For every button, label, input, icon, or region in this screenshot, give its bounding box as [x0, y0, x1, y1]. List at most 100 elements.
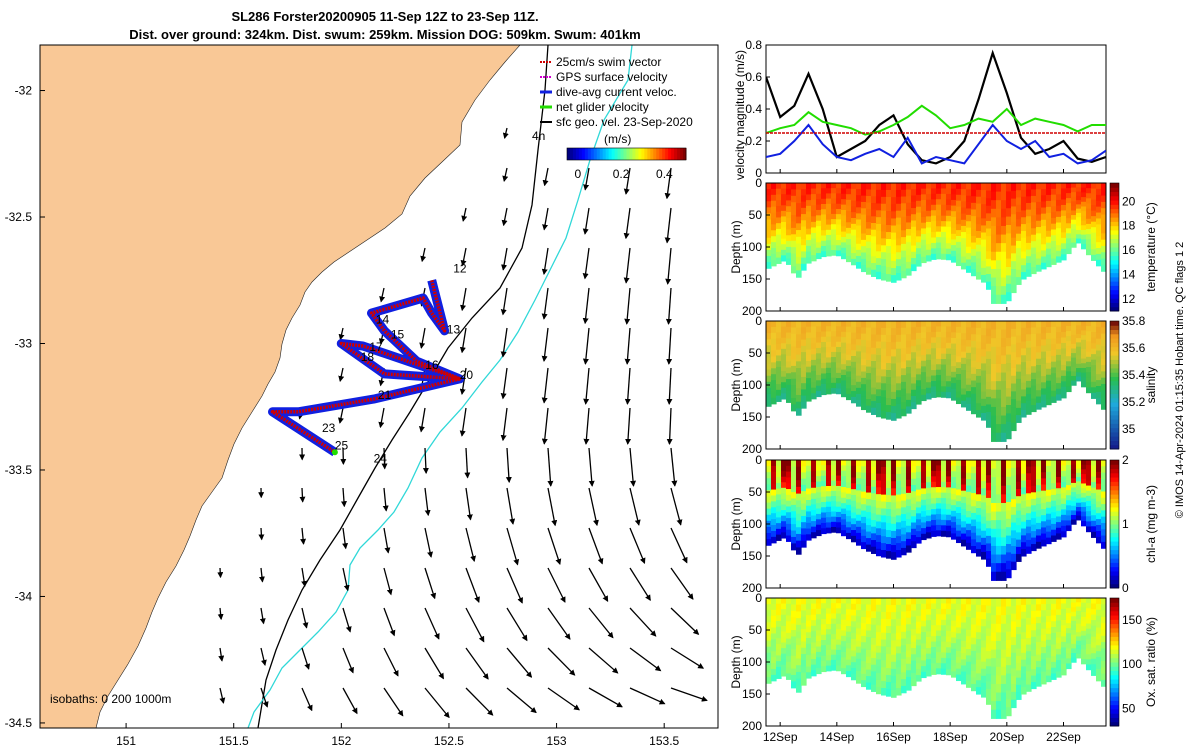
- section-cell: [986, 343, 992, 352]
- section-cell: [786, 338, 792, 345]
- section-cell: [1001, 554, 1007, 564]
- section-cell: [896, 397, 902, 405]
- section-cell: [881, 473, 887, 482]
- section-cell: [931, 337, 937, 344]
- section-cell: [921, 649, 927, 656]
- section-cell: [1071, 321, 1077, 327]
- section-cell: [1066, 608, 1072, 614]
- section-cell: [1096, 477, 1102, 485]
- section-cell: [866, 373, 872, 381]
- section-cell: [971, 677, 977, 685]
- section-cell: [886, 612, 892, 620]
- section-cell: [846, 614, 852, 622]
- velocity-vector-arrow: [258, 567, 265, 583]
- section-cell: [916, 332, 922, 340]
- section-cell: [826, 480, 832, 487]
- section-cell: [961, 677, 967, 685]
- section-cell: [951, 598, 957, 605]
- section-cell: [1021, 389, 1027, 397]
- section-cell: [926, 670, 932, 677]
- section-cell: [971, 189, 977, 197]
- section-cell: [871, 216, 877, 224]
- section-cell: [1061, 481, 1067, 489]
- section-cell: [921, 654, 927, 662]
- section-colorbar-segment: [1110, 464, 1119, 470]
- section-cell: [811, 653, 817, 660]
- section-cell: [981, 335, 987, 343]
- section-cell: [1096, 183, 1102, 190]
- section-colorbar-segment: [1110, 363, 1119, 369]
- section-cell: [1041, 370, 1047, 377]
- section-cell: [1066, 336, 1072, 342]
- section-cell: [891, 183, 897, 191]
- day-label: 24: [374, 451, 388, 465]
- section-cell: [851, 385, 857, 392]
- section-cell: [796, 473, 802, 481]
- section-cell: [956, 326, 962, 334]
- section-cell: [816, 630, 822, 637]
- section-cell: [971, 499, 977, 507]
- section-cell: [926, 598, 932, 605]
- section-cell: [1021, 189, 1027, 198]
- section-cell: [821, 336, 827, 343]
- section-cell: [826, 496, 832, 503]
- section-cell: [1016, 378, 1022, 387]
- section-cell: [951, 499, 957, 506]
- section-cell: [1011, 360, 1017, 369]
- section-cell: [771, 194, 777, 202]
- section-cell: [1076, 208, 1082, 214]
- velocity-vector-arrow: [541, 247, 549, 276]
- section-cell: [1051, 258, 1057, 265]
- section-cell: [946, 520, 952, 527]
- section-cell: [976, 618, 982, 627]
- section-cell: [1071, 334, 1077, 340]
- section-cell: [866, 682, 872, 690]
- section-cell: [1056, 326, 1062, 333]
- section-cell: [981, 598, 987, 606]
- section-cell: [786, 609, 792, 617]
- section-cell: [946, 460, 952, 467]
- section-cell: [986, 412, 992, 421]
- section-cell: [826, 357, 832, 364]
- section-cell: [911, 629, 917, 637]
- section-cell: [1051, 506, 1057, 513]
- section-cell: [791, 240, 797, 248]
- section-cell: [866, 669, 872, 677]
- section-cell: [931, 481, 937, 488]
- depth-tick-label: 100: [742, 378, 762, 392]
- section-cell: [836, 634, 842, 641]
- section-cell: [1056, 216, 1062, 224]
- section-cell: [1031, 234, 1037, 242]
- section-cell: [951, 394, 957, 401]
- section-cell: [1036, 535, 1042, 543]
- section-cell: [841, 492, 847, 499]
- section-cell: [901, 514, 907, 522]
- section-cell: [851, 338, 857, 345]
- section-cell: [926, 476, 932, 483]
- section-cell: [911, 333, 917, 341]
- section-cell: [941, 337, 947, 344]
- section-cell: [1036, 491, 1042, 499]
- section-cell: [816, 513, 822, 520]
- section-cell: [866, 386, 872, 394]
- section-cell: [851, 356, 857, 363]
- section-cell: [1056, 228, 1062, 235]
- section-cell: [841, 380, 847, 387]
- section-cell: [786, 229, 792, 236]
- section-cell: [1016, 539, 1022, 548]
- section-cell: [996, 225, 1002, 236]
- section-cell: [911, 528, 917, 536]
- section-cell: [876, 500, 882, 509]
- section-cell: [846, 665, 852, 672]
- section-cell: [796, 678, 802, 686]
- section-cell: [1036, 189, 1042, 197]
- section-cell: [916, 398, 922, 405]
- section-cell: [886, 246, 892, 254]
- section-cell: [981, 612, 987, 620]
- section-cell: [786, 673, 792, 680]
- section-cell: [1076, 606, 1082, 612]
- section-cell: [871, 493, 877, 501]
- section-cell: [851, 396, 857, 404]
- section-cell: [996, 692, 1002, 702]
- section-cell: [1006, 241, 1012, 251]
